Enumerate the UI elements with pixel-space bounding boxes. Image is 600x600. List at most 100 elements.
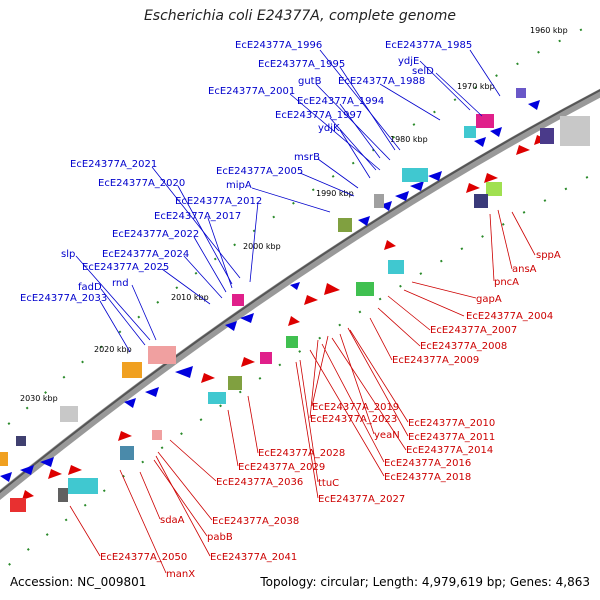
- gene-arrow: [516, 145, 530, 155]
- genome-summary-text: Topology: circular; Length: 4,979,619 bp…: [260, 575, 590, 589]
- gene-label: ansA: [512, 264, 537, 275]
- gene-label: EcE24377A_2022: [112, 229, 199, 240]
- gene-arrow: [201, 373, 215, 383]
- gene-label: EcE24377A_2012: [175, 196, 262, 207]
- feature-block: [120, 446, 134, 460]
- gene-arrow: [384, 240, 396, 250]
- kbp-tick-label: 1960 kbp: [530, 26, 568, 35]
- gene-label: EcE24377A_1994: [297, 96, 384, 107]
- gene-label: EcE24377A_2014: [406, 445, 493, 456]
- gene-arrow: [358, 216, 370, 226]
- kbp-tick-label: 2020 kbp: [94, 345, 132, 354]
- gene-label: EcE24377A_2010: [408, 418, 495, 429]
- gene-arrow: [118, 431, 132, 441]
- forward-labels: EcE24377A_1985 EcE24377A_1996 ydjE EcE24…: [20, 40, 472, 304]
- gene-label: EcE24377A_2036: [216, 477, 303, 488]
- feature-block: [560, 116, 590, 146]
- gene-arrow: [304, 295, 318, 305]
- gene-arrow: [528, 100, 540, 110]
- gene-label: EcE24377A_2028: [258, 448, 345, 459]
- gene-label: EcE24377A_2008: [420, 341, 507, 352]
- feature-block: [16, 436, 26, 446]
- gene-arrow: [428, 171, 442, 181]
- feature-blocks: [0, 88, 590, 512]
- accession-text: Accession: NC_009801: [10, 575, 147, 589]
- gene-arrow: [474, 137, 486, 147]
- gene-label: pabB: [207, 532, 233, 543]
- feature-block: [60, 406, 78, 422]
- gene-arrow: [288, 316, 300, 326]
- gene-label: EcE24377A_1995: [258, 59, 345, 70]
- feature-block: [228, 376, 242, 390]
- gene-label: EcE24377A_2018: [384, 472, 471, 483]
- gene-label: manX: [166, 569, 195, 580]
- gene-label: sppA: [536, 250, 561, 261]
- feature-block: [356, 282, 374, 296]
- gene-label: EcE24377A_2017: [154, 211, 241, 222]
- genome-backbone: [0, 88, 600, 501]
- gene-arrow: [124, 398, 136, 408]
- gene-label: EcE24377A_2029: [238, 462, 325, 473]
- gene-label: gapA: [476, 294, 502, 305]
- kbp-tick-label: 2010 kbp: [171, 293, 209, 302]
- gene-label: pncA: [494, 277, 519, 288]
- gene-label: EcE24377A_2007: [430, 325, 517, 336]
- gene-label: EcE24377A_2025: [82, 262, 169, 273]
- gene-label: EcE24377A_2001: [208, 86, 295, 97]
- gene-label: rnd: [112, 278, 129, 289]
- gene-label: EcE24377A_2011: [408, 432, 495, 443]
- gene-label: EcE24377A_1997: [275, 110, 362, 121]
- gene-label: EcE24377A_1988: [338, 76, 425, 87]
- gene-label: EcE24377A_2004: [466, 311, 553, 322]
- gene-arrow: [290, 282, 300, 290]
- gene-label: fadD: [78, 282, 102, 293]
- gene-label: ydjE: [398, 56, 419, 67]
- gene-label: EcE24377A_2009: [392, 355, 479, 366]
- gene-label: EcE24377A_2038: [212, 516, 299, 527]
- forward-leader-lines: [75, 49, 501, 353]
- gene-label: EcE24377A_2024: [102, 249, 189, 260]
- inner-ruler-line: [0, 169, 600, 574]
- gene-label: EcE24377A_2021: [70, 159, 157, 170]
- gene-label: gutB: [298, 76, 322, 87]
- gene-arrow: [0, 472, 12, 482]
- gene-label: EcE24377A_2020: [98, 178, 185, 189]
- gene-label: EcE24377A_2027: [318, 494, 405, 505]
- reverse-labels: sppA ansA pncA gapA EcE24377A_2004 EcE24…: [100, 250, 561, 580]
- feature-block: [58, 488, 68, 502]
- gene-arrow: [20, 465, 34, 475]
- reverse-leader-lines: [69, 209, 536, 574]
- feature-block: [208, 392, 226, 404]
- gene-arrow: [145, 387, 159, 397]
- feature-block: [286, 336, 298, 348]
- gene-arrow: [48, 469, 62, 479]
- gene-label: EcE24377A_1985: [385, 40, 472, 51]
- gene-label: EcE24377A_2023: [310, 414, 397, 425]
- feature-block: [476, 114, 494, 128]
- gene-arrow: [490, 127, 502, 137]
- gene-label: selD: [412, 66, 434, 77]
- feature-block: [338, 218, 352, 232]
- gene-label: yeaN: [374, 430, 400, 441]
- feature-block: [516, 88, 526, 98]
- feature-block: [68, 478, 98, 494]
- gene-label: slp: [61, 249, 75, 260]
- reverse-features: [22, 135, 548, 500]
- gene-arrow: [68, 465, 82, 475]
- gene-label: EcE24377A_2033: [20, 293, 107, 304]
- feature-block: [388, 260, 404, 274]
- feature-block: [402, 168, 428, 182]
- feature-block: [464, 126, 476, 138]
- feature-block: [260, 352, 272, 364]
- gene-arrow: [380, 201, 392, 211]
- gene-label: sdaA: [160, 515, 185, 526]
- feature-block: [10, 498, 26, 512]
- gene-arrow: [324, 283, 340, 295]
- feature-block: [122, 362, 142, 378]
- gene-label: ttuC: [318, 478, 339, 489]
- genome-backbone-highlight: [0, 89, 600, 494]
- gene-arrow: [225, 321, 237, 331]
- feature-block: [0, 452, 8, 466]
- gene-arrow: [175, 366, 193, 378]
